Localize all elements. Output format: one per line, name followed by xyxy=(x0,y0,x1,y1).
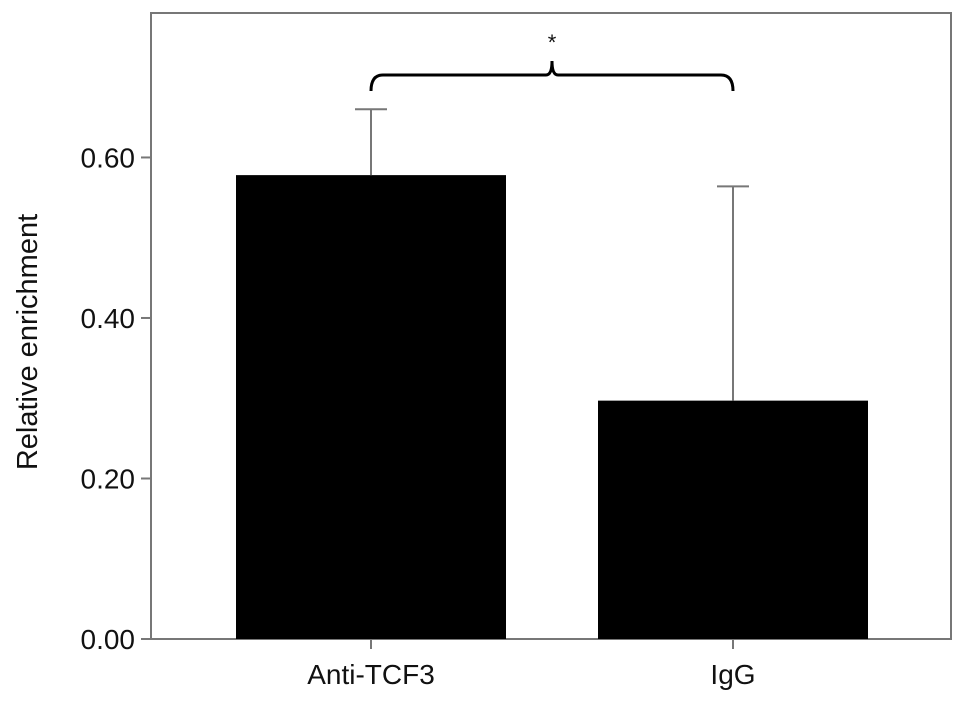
x-axis: Anti-TCF3 IgG xyxy=(307,639,756,690)
x-tick-label: Anti-TCF3 xyxy=(307,659,435,690)
error-bars xyxy=(355,108,749,401)
significance-bracket: * xyxy=(369,30,735,92)
x-tick-label: IgG xyxy=(710,659,755,690)
y-tick-label: 0.60 xyxy=(81,142,136,173)
significance-label: * xyxy=(548,30,557,55)
y-axis-title: Relative enrichment xyxy=(12,214,44,470)
bars xyxy=(236,175,868,639)
y-tick-label: 0.20 xyxy=(81,463,136,494)
y-tick-label: 0.40 xyxy=(81,303,136,334)
significance-brace xyxy=(369,60,735,92)
bar xyxy=(236,175,506,639)
bar xyxy=(598,400,868,639)
y-tick-label: 0.00 xyxy=(81,624,136,655)
plot-area-frame xyxy=(150,12,952,640)
y-axis: 0.00 0.20 0.40 0.60 xyxy=(81,142,151,655)
